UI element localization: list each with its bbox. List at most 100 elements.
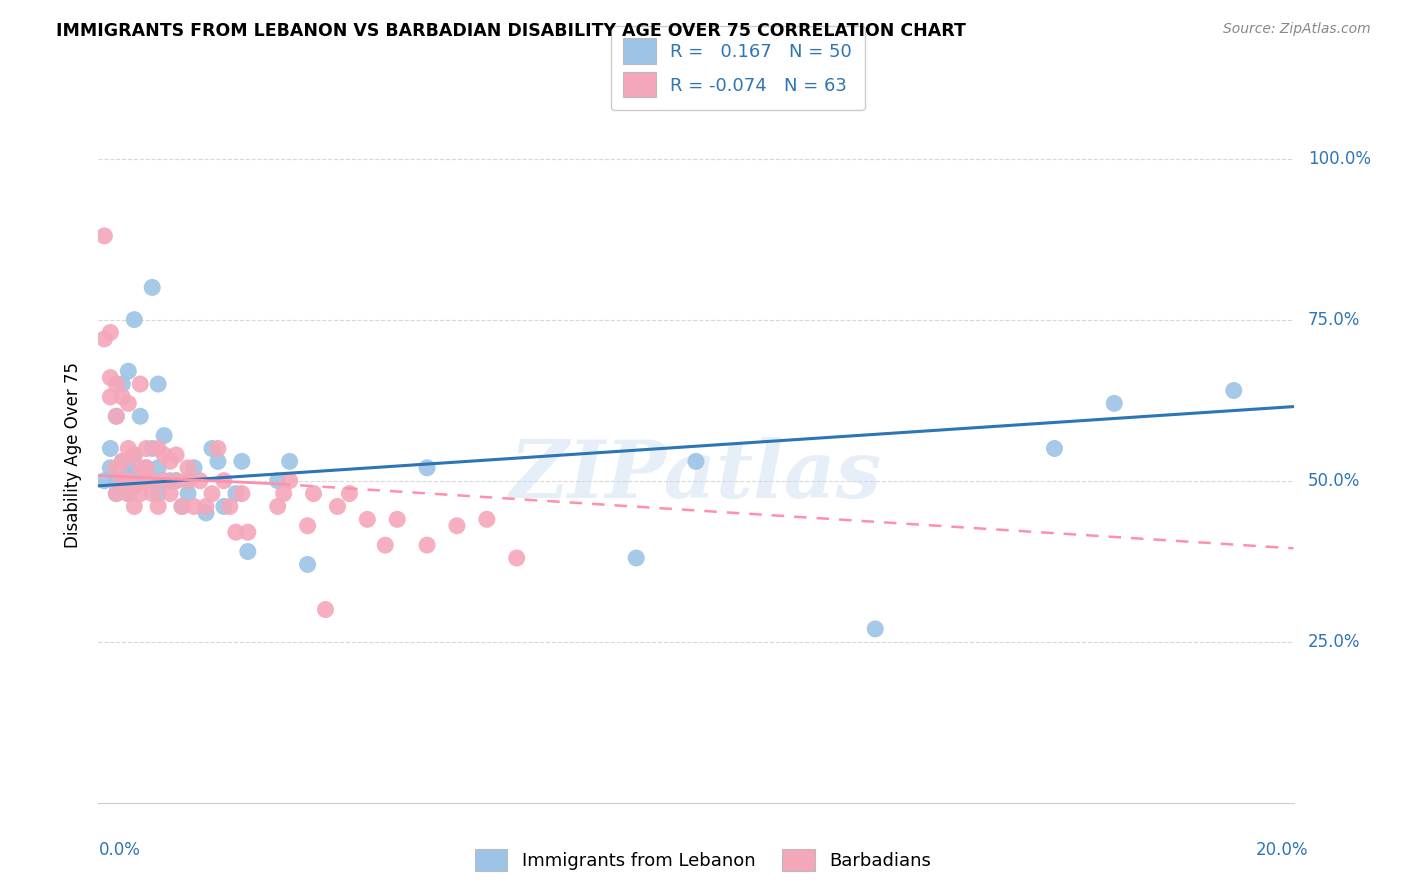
Point (124, 448, 146, 462)
Point (278, 454, 301, 468)
Y-axis label: Disability Age Over 75: Disability Age Over 75 (65, 362, 83, 548)
Point (278, 474, 301, 488)
Point (135, 460, 157, 475)
Text: 20.0%: 20.0% (1256, 841, 1308, 859)
Point (236, 525, 259, 540)
Point (105, 409, 128, 424)
Point (273, 486, 295, 500)
Point (105, 474, 128, 488)
Point (475, 512, 498, 526)
Point (165, 474, 187, 488)
Point (111, 474, 134, 488)
Point (117, 364, 139, 378)
Point (141, 280, 163, 294)
Point (626, 551, 648, 566)
Point (153, 448, 176, 462)
Point (506, 551, 529, 566)
Point (302, 486, 325, 500)
Point (225, 525, 247, 540)
Point (159, 486, 181, 500)
Point (105, 377, 128, 392)
Legend: Immigrants from Lebanon, Barbadians: Immigrants from Lebanon, Barbadians (468, 842, 938, 879)
Point (225, 486, 247, 500)
Point (159, 454, 181, 468)
Point (177, 486, 200, 500)
Point (124, 500, 146, 514)
Point (183, 500, 205, 514)
Point (326, 500, 349, 514)
Point (93, 228, 115, 243)
Point (231, 486, 253, 500)
Text: Source: ZipAtlas.com: Source: ZipAtlas.com (1223, 22, 1371, 37)
Point (105, 486, 128, 500)
Point (1223, 384, 1246, 398)
Point (315, 602, 337, 616)
Point (124, 480, 146, 494)
Point (124, 448, 146, 462)
Point (105, 460, 128, 475)
Point (172, 500, 194, 514)
Point (165, 474, 187, 488)
Point (135, 442, 157, 456)
Point (148, 460, 170, 475)
Point (98, 326, 122, 340)
Text: 50.0%: 50.0% (1308, 472, 1360, 490)
Text: 100.0%: 100.0% (1308, 150, 1371, 168)
Point (148, 442, 170, 456)
Point (105, 486, 128, 500)
Point (153, 428, 176, 442)
Point (267, 474, 290, 488)
Point (685, 454, 707, 468)
Point (165, 448, 187, 462)
Point (98, 442, 122, 456)
Point (129, 460, 152, 475)
Point (105, 409, 128, 424)
Point (111, 390, 134, 404)
Point (124, 480, 146, 494)
Point (141, 486, 163, 500)
Text: 75.0%: 75.0% (1308, 310, 1360, 328)
Text: 0.0%: 0.0% (98, 841, 141, 859)
Point (124, 312, 146, 326)
Point (148, 377, 170, 392)
Point (177, 474, 200, 488)
Point (129, 409, 152, 424)
Point (111, 454, 134, 468)
Text: ZIPatlas: ZIPatlas (510, 437, 882, 515)
Point (111, 454, 134, 468)
Point (207, 454, 229, 468)
Point (129, 377, 152, 392)
Point (111, 474, 134, 488)
Point (98, 370, 122, 384)
Point (153, 474, 176, 488)
Point (212, 474, 235, 488)
Point (93, 474, 115, 488)
Text: 25.0%: 25.0% (1308, 632, 1361, 651)
Point (374, 538, 396, 552)
Point (148, 500, 170, 514)
Point (117, 442, 139, 456)
Point (117, 396, 139, 410)
Point (93, 332, 115, 346)
Point (177, 474, 200, 488)
Point (195, 500, 218, 514)
Point (188, 474, 211, 488)
Point (129, 486, 152, 500)
Point (141, 474, 163, 488)
Point (135, 474, 157, 488)
Point (98, 390, 122, 404)
Point (111, 377, 134, 392)
Point (177, 460, 200, 475)
Point (117, 474, 139, 488)
Point (231, 454, 253, 468)
Point (297, 558, 319, 572)
Point (446, 518, 468, 533)
Point (236, 544, 259, 558)
Point (201, 442, 224, 456)
Point (135, 460, 157, 475)
Point (207, 442, 229, 456)
Point (117, 486, 139, 500)
Point (416, 538, 439, 552)
Point (212, 500, 235, 514)
Point (1043, 442, 1066, 456)
